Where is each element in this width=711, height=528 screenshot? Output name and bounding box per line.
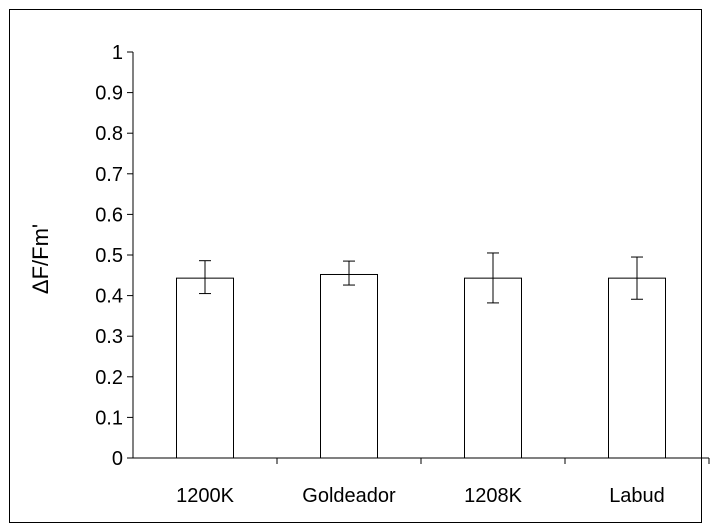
y-tick-label: 1 <box>112 42 123 64</box>
y-tick-label: 0.5 <box>95 245 123 267</box>
y-tick-label: 0.4 <box>95 286 123 308</box>
y-axis-title: ΔF/Fm' <box>28 224 53 294</box>
x-category-label: 1200K <box>176 485 234 507</box>
y-tick-label: 0.8 <box>95 123 123 145</box>
x-category-label: Labud <box>609 485 665 507</box>
y-tick-label: 0.3 <box>95 326 123 348</box>
bar-goldeador <box>320 273 378 459</box>
x-category-label: 1208K <box>464 485 522 507</box>
y-axis: 0 0.1 0.2 0.3 0.4 0.5 0.6 0.7 0.8 0.9 1 <box>95 42 134 470</box>
x-category-label: Goldeador <box>302 485 396 507</box>
bar-1208k <box>464 277 522 459</box>
y-tick-label: 0.6 <box>95 204 123 226</box>
y-tick-label: 0 <box>112 448 123 470</box>
bars <box>176 273 666 459</box>
y-tick-label: 0.7 <box>95 164 123 186</box>
error-bars <box>199 252 643 304</box>
bar-labud <box>608 277 666 459</box>
y-tick-label: 0.1 <box>95 407 123 429</box>
bar-1200k <box>176 277 234 459</box>
y-tick-label: 0.2 <box>95 367 123 389</box>
x-axis: 1200K Goldeador 1208K Labud <box>133 457 710 507</box>
y-tick-label: 0.9 <box>95 83 123 105</box>
